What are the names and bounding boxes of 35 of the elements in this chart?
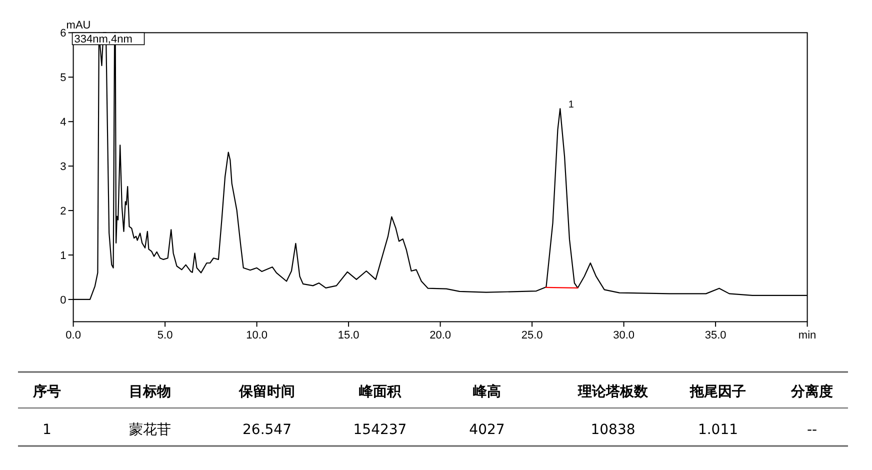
text: 4027 — [469, 422, 505, 438]
y-axis-title: mAU — [66, 20, 91, 32]
text: 1 — [42, 422, 52, 438]
text: 峰高 — [473, 383, 501, 400]
y-tick-label: 0 — [60, 294, 66, 306]
text: 10838 — [590, 422, 636, 438]
x-tick-label: 0.0 — [66, 330, 81, 342]
text: 1.011 — [698, 422, 738, 438]
text: 目标物 — [129, 384, 171, 400]
x-tick-label: 35.0 — [704, 330, 726, 342]
text: 峰面积 — [359, 384, 402, 400]
y-tick-label: 1 — [60, 250, 66, 262]
y-tick-label: 4 — [60, 116, 66, 129]
text: 序号 — [32, 383, 61, 400]
text: 拖尾因子 — [689, 384, 746, 400]
y-tick-label: 3 — [60, 161, 66, 174]
y-tick-label: 2 — [60, 206, 66, 218]
text: -- — [806, 422, 818, 438]
x-tick-label: 25.0 — [521, 330, 543, 342]
x-tick-label: 20.0 — [430, 330, 452, 342]
x-tick-label: 5.0 — [157, 330, 173, 342]
x-tick-label: min — [798, 330, 816, 342]
text: 分离度 — [790, 383, 833, 400]
text: 154237 — [353, 422, 407, 438]
y-tick-label: 6 — [60, 28, 66, 40]
x-tick-label: 15.0 — [338, 330, 360, 342]
text: 蒙花苷 — [129, 422, 171, 438]
x-tick-label: 10.0 — [246, 330, 268, 342]
annotation: 1 — [568, 100, 574, 111]
annotation: 334nm,4nm — [74, 34, 132, 46]
x-tick-label: 30.0 — [613, 330, 635, 342]
text: 26.547 — [242, 422, 292, 438]
text: 保留时间 — [238, 384, 295, 400]
text: 理论塔板数 — [577, 384, 649, 400]
y-tick-label: 5 — [60, 72, 66, 84]
